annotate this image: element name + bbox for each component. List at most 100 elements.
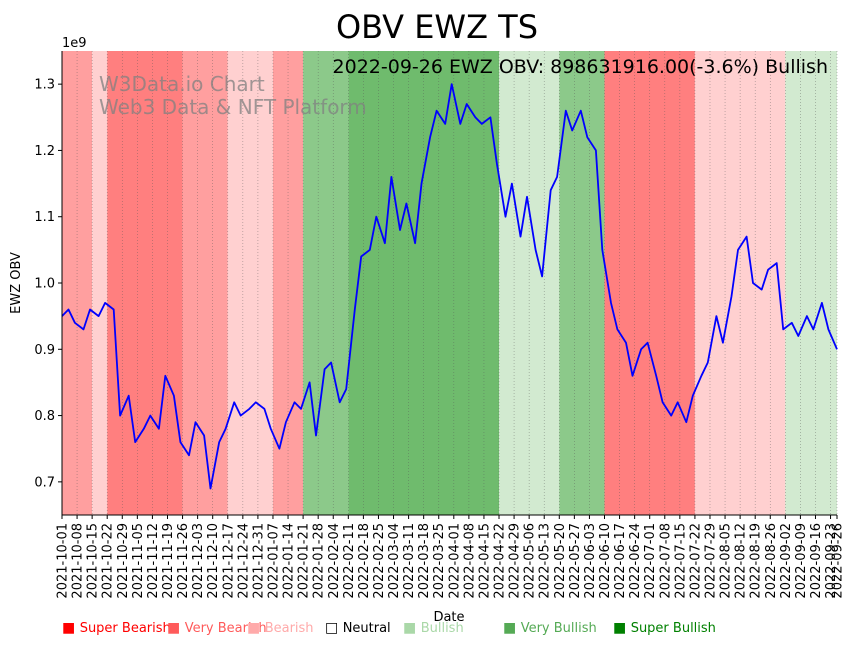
x-tick-label: 2022-01-14	[282, 523, 297, 599]
watermark-line-1: W3Data.io Chart	[99, 72, 265, 96]
x-tick-label: 2022-06-03	[583, 523, 598, 599]
x-tick-label: 2022-06-10	[598, 523, 613, 599]
watermark-line-2: Web3 Data & NFT Platform	[99, 95, 367, 119]
signal-band	[559, 51, 605, 515]
x-tick-label: 2022-04-22	[493, 523, 508, 599]
x-tick-label: 2022-07-15	[673, 523, 688, 599]
x-tick-label: 2022-04-29	[508, 523, 523, 599]
y-tick-label: 1.0	[34, 277, 55, 292]
y-tick-label: 0.8	[34, 409, 55, 424]
x-tick-label: 2021-10-15	[86, 523, 101, 599]
y-tick-label: 1.2	[34, 144, 55, 159]
x-tick-label: 2022-09-02	[779, 523, 794, 599]
x-tick-label: 2022-07-08	[658, 523, 673, 599]
x-axis-label: Date	[433, 610, 464, 625]
vertical-grid	[61, 51, 838, 515]
legend-swatch: ■	[167, 620, 185, 636]
y-tick-label: 0.7	[34, 475, 55, 490]
signal-band	[227, 51, 273, 515]
x-tick-label: 2021-10-08	[71, 523, 86, 599]
obv-series	[61, 83, 838, 490]
legend-label: Super Bearish	[79, 621, 171, 636]
legend: ■ Super Bearish ■ Very Bearish ■ Bearish □ …	[62, 620, 842, 640]
x-tick-label: 2022-04-15	[477, 523, 492, 599]
x-tick-label: 2022-09-26	[831, 523, 846, 599]
legend-item: ■ Very Bullish	[503, 620, 597, 636]
y-tick-label: 0.9	[34, 343, 55, 358]
legend-swatch: □	[325, 620, 343, 636]
x-tick-labels: 2021-10-01 2021-10-08 2021-10-15 2021-10-22…	[56, 515, 846, 599]
x-tick-label: 2021-11-26	[176, 523, 191, 599]
x-tick-label: 2022-03-11	[402, 523, 417, 599]
x-tick-label: 2021-11-19	[161, 523, 176, 599]
x-tick-label: 2022-01-07	[266, 523, 281, 599]
legend-swatch: ■	[247, 620, 265, 636]
legend-item: ■ Bullish	[403, 620, 464, 636]
legend-item: ■ Super Bearish	[62, 620, 171, 636]
legend-label: Bearish	[264, 621, 314, 636]
x-tick-label: 2022-05-06	[523, 523, 538, 599]
chart-title: OBV EWZ TS	[336, 8, 538, 46]
x-tick-label: 2021-12-17	[221, 523, 236, 599]
legend-swatch: ■	[613, 620, 631, 636]
x-tick-label: 2022-08-12	[734, 523, 749, 599]
x-tick-label: 2022-02-25	[372, 523, 387, 599]
x-tick-label: 2022-09-16	[809, 523, 824, 599]
legend-swatch: ■	[503, 620, 521, 636]
signal-band	[92, 51, 108, 515]
signal-band	[785, 51, 837, 515]
x-tick-label: 2021-12-24	[236, 523, 251, 599]
legend-label: Super Bullish	[630, 621, 716, 636]
legend-swatch: ■	[403, 620, 421, 636]
y-tick-label: 1.1	[34, 210, 55, 225]
x-tick-label: 2021-10-22	[101, 523, 116, 599]
x-tick-label: 2022-07-29	[703, 523, 718, 599]
legend-item: ■ Super Bullish	[613, 620, 716, 636]
x-tick-label: 2022-04-01	[447, 523, 462, 599]
x-tick-label: 2022-09-23	[824, 523, 839, 599]
y-axis-label: EWZ OBV	[9, 252, 24, 314]
legend-label: Bullish	[420, 621, 464, 636]
status-annotation: 2022-09-26 EWZ OBV: 898631916.00(-3.6%) …	[333, 56, 828, 78]
y-tick-label: 1.3	[34, 78, 55, 93]
y-tick-labels: 0.7 0.8 0.9 1.0 1.1 1.2 1.3	[34, 78, 62, 490]
x-tick-label: 2022-08-19	[749, 523, 764, 599]
legend-label: Very Bullish	[520, 621, 597, 636]
legend-item: ■ Bearish	[247, 620, 314, 636]
x-tick-label: 2022-07-01	[643, 523, 658, 599]
x-tick-label: 2022-02-04	[327, 523, 342, 599]
x-tick-label: 2022-08-05	[719, 523, 734, 599]
x-tick-label: 2022-08-26	[764, 523, 779, 599]
x-tick-label: 2022-04-08	[462, 523, 477, 599]
legend-label: Very Bearish	[184, 621, 267, 636]
legend-swatch: ■	[62, 620, 80, 636]
legend-label: Neutral	[342, 621, 391, 636]
x-tick-label: 2022-07-22	[688, 523, 703, 599]
signal-bands	[62, 51, 837, 515]
x-tick-label: 2022-05-13	[538, 523, 553, 599]
signal-band	[303, 51, 349, 515]
x-tick-label: 2022-03-18	[417, 523, 432, 599]
x-tick-label: 2022-01-21	[297, 523, 312, 599]
legend-item: ■ Very Bearish	[167, 620, 267, 636]
x-tick-label: 2022-05-27	[568, 523, 583, 599]
x-tick-label: 2022-06-17	[613, 523, 628, 599]
x-tick-label: 2021-11-05	[131, 523, 146, 599]
x-tick-label: 2022-09-09	[794, 523, 809, 599]
x-tick-label: 2021-10-29	[116, 523, 131, 599]
x-tick-label: 2021-11-12	[146, 523, 161, 599]
x-tick-label: 2021-12-31	[251, 523, 266, 599]
legend-item: □ Neutral	[325, 620, 391, 636]
x-tick-label: 2021-12-03	[191, 523, 206, 599]
obv-line	[61, 83, 838, 490]
x-tick-label: 2022-05-20	[553, 523, 568, 599]
x-tick-label: 2022-01-28	[312, 523, 327, 599]
y-offset-label: 1e9	[62, 36, 87, 51]
x-tick-label: 2022-03-04	[387, 523, 402, 599]
x-tick-label: 2021-12-10	[206, 523, 221, 599]
x-tick-label: 2022-02-11	[342, 523, 357, 599]
signal-band	[107, 51, 183, 515]
x-tick-label: 2021-10-01	[56, 523, 71, 599]
x-tick-label: 2022-03-25	[432, 523, 447, 599]
